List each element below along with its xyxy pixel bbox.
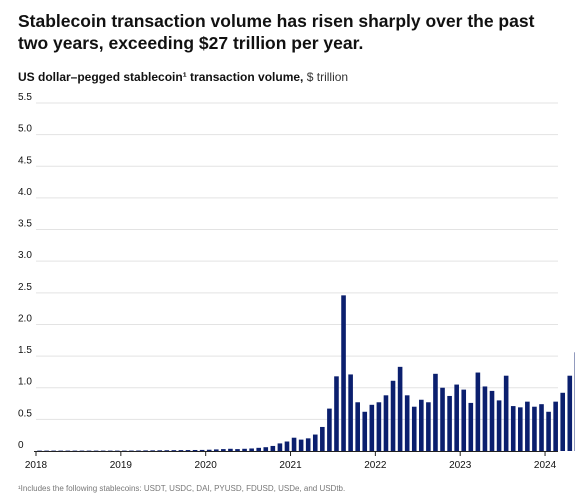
- bar: [221, 449, 226, 451]
- bar: [518, 407, 523, 451]
- bar: [370, 405, 375, 451]
- bar: [235, 449, 240, 451]
- x-tick-label: 2018: [25, 460, 48, 471]
- bar: [539, 404, 544, 451]
- y-tick-label: 0: [18, 440, 24, 451]
- bar: [469, 403, 474, 451]
- y-tick-label: 0.5: [18, 408, 32, 419]
- y-tick-label: 3.0: [18, 250, 32, 261]
- bar: [207, 450, 212, 451]
- bar: [454, 385, 459, 451]
- bar: [348, 374, 353, 451]
- bar: [249, 448, 254, 451]
- bar: [355, 402, 360, 451]
- x-tick-label: 2023: [449, 460, 472, 471]
- bar: [285, 442, 290, 451]
- bar: [560, 393, 565, 451]
- y-tick-label: 2.0: [18, 313, 32, 324]
- bar: [256, 448, 261, 451]
- bar: [511, 406, 516, 451]
- bar: [278, 443, 283, 451]
- bar: [157, 450, 162, 451]
- bar: [228, 449, 233, 451]
- y-tick-label: 5.5: [18, 92, 32, 103]
- bar: [391, 381, 396, 451]
- bar: [490, 391, 495, 451]
- bar: [504, 376, 509, 451]
- bar: [447, 396, 452, 451]
- bar: [546, 412, 551, 451]
- bar: [341, 295, 346, 451]
- y-tick-label: 4.0: [18, 187, 32, 198]
- bar: [525, 402, 530, 451]
- bar: [476, 373, 481, 451]
- x-tick-label: 2021: [279, 460, 302, 471]
- y-tick-label: 4.5: [18, 155, 32, 166]
- bar: [377, 402, 382, 451]
- bar: [483, 386, 488, 451]
- bar: [186, 450, 191, 451]
- bar: [263, 447, 268, 451]
- bar: [384, 395, 389, 451]
- bar: [200, 450, 205, 451]
- bar: [193, 450, 198, 451]
- bar: [426, 402, 431, 451]
- bar: [164, 450, 169, 451]
- bar: [440, 388, 445, 451]
- y-tick-label: 2.5: [18, 282, 32, 293]
- bar: [150, 450, 155, 451]
- bar: [242, 449, 247, 451]
- bar: [299, 440, 304, 451]
- bar: [313, 435, 318, 451]
- bar: [398, 367, 403, 451]
- bar: [306, 438, 311, 451]
- bar: [433, 374, 438, 451]
- x-tick-label: 2020: [195, 460, 218, 471]
- bar: [412, 407, 417, 451]
- bar: [179, 450, 184, 451]
- bar: [567, 376, 572, 451]
- bar: [362, 412, 367, 451]
- y-tick-label: 3.5: [18, 219, 32, 230]
- bar: [461, 390, 466, 451]
- x-tick-label: 2022: [364, 460, 387, 471]
- bar: [320, 427, 325, 451]
- y-tick-label: 5.0: [18, 124, 32, 135]
- bar: [143, 450, 148, 451]
- bar: [419, 400, 424, 451]
- y-tick-label: 1.0: [18, 377, 32, 388]
- bar: [271, 446, 276, 451]
- y-tick-label: 1.5: [18, 345, 32, 356]
- x-tick-label: 2024: [534, 460, 557, 471]
- bar: [292, 438, 297, 451]
- bar: [553, 402, 558, 451]
- bar: [136, 450, 141, 451]
- bar: [532, 407, 537, 451]
- bar: [327, 409, 332, 451]
- bar: [405, 395, 410, 451]
- bar: [497, 400, 502, 451]
- x-tick-label: 2019: [110, 460, 133, 471]
- bar: [172, 450, 177, 451]
- bar: [214, 449, 219, 451]
- bar: [334, 376, 339, 451]
